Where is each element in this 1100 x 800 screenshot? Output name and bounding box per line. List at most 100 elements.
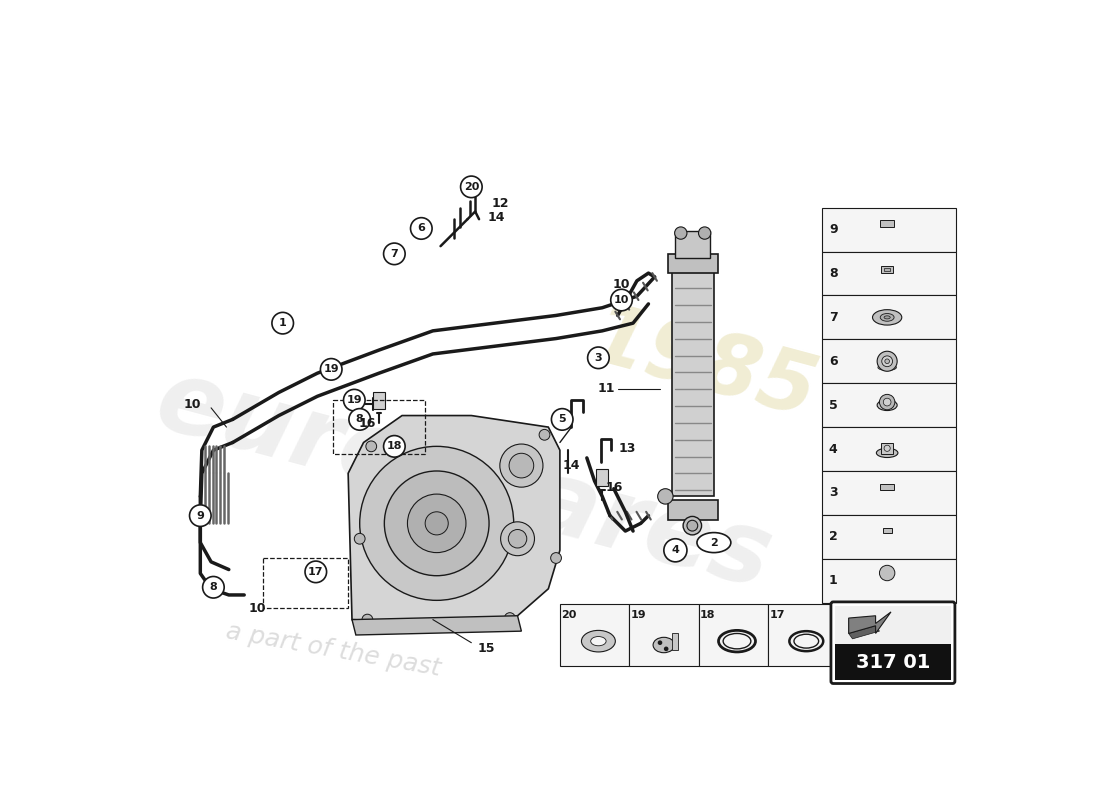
Circle shape (461, 176, 482, 198)
Text: 1985: 1985 (580, 296, 825, 434)
Text: 5: 5 (829, 398, 837, 412)
Circle shape (551, 553, 561, 563)
Bar (668, 254, 717, 273)
Text: 8: 8 (829, 267, 837, 280)
Text: 16: 16 (359, 417, 376, 430)
Circle shape (658, 640, 662, 645)
Ellipse shape (877, 448, 898, 458)
Ellipse shape (872, 310, 902, 325)
Text: 19: 19 (323, 364, 339, 374)
Circle shape (877, 351, 898, 371)
Circle shape (202, 577, 224, 598)
Text: 10: 10 (184, 398, 201, 410)
FancyBboxPatch shape (830, 602, 955, 683)
Ellipse shape (880, 314, 894, 322)
Bar (373, 393, 385, 410)
Circle shape (320, 358, 342, 380)
Circle shape (189, 505, 211, 526)
Text: 1: 1 (278, 318, 287, 328)
Text: 5: 5 (559, 414, 566, 424)
Bar (822, 208, 957, 251)
Circle shape (366, 441, 376, 452)
Text: 6: 6 (829, 354, 837, 368)
Circle shape (884, 359, 890, 363)
Text: 3: 3 (595, 353, 602, 363)
Circle shape (880, 394, 895, 410)
Circle shape (407, 494, 466, 553)
Circle shape (384, 471, 490, 576)
Polygon shape (849, 612, 891, 634)
Circle shape (587, 347, 609, 369)
Circle shape (384, 243, 405, 265)
Bar (822, 471, 957, 515)
Circle shape (305, 561, 327, 582)
Circle shape (664, 646, 669, 651)
Circle shape (272, 312, 294, 334)
Bar (264, 558, 348, 608)
Text: 12: 12 (492, 198, 509, 210)
Text: 15: 15 (478, 642, 495, 655)
Text: 20: 20 (464, 182, 478, 192)
Bar (822, 515, 957, 558)
Bar (698, 604, 768, 666)
Circle shape (500, 522, 535, 556)
Ellipse shape (582, 630, 615, 652)
Text: 10: 10 (249, 602, 266, 614)
Bar (560, 604, 629, 666)
Text: 3: 3 (829, 486, 837, 499)
Text: 7: 7 (390, 249, 398, 259)
Circle shape (362, 614, 373, 625)
Text: 8: 8 (209, 582, 218, 592)
Circle shape (354, 534, 365, 544)
Circle shape (539, 430, 550, 440)
Circle shape (683, 517, 702, 535)
Circle shape (610, 290, 632, 311)
Bar (332, 400, 425, 454)
Bar (822, 295, 957, 339)
Circle shape (884, 445, 890, 451)
Bar (596, 470, 608, 486)
Bar (671, 634, 678, 650)
Text: 1: 1 (829, 574, 837, 587)
Text: a part of the past: a part of the past (223, 620, 442, 681)
Ellipse shape (653, 638, 674, 653)
Text: 14: 14 (563, 459, 580, 472)
Circle shape (508, 530, 527, 548)
Circle shape (698, 227, 711, 239)
Circle shape (410, 218, 432, 239)
Text: 317 01: 317 01 (856, 654, 931, 672)
Ellipse shape (878, 364, 896, 370)
Text: eurospares: eurospares (145, 352, 782, 610)
Polygon shape (352, 616, 521, 635)
Text: 18: 18 (386, 442, 403, 451)
Circle shape (499, 444, 543, 487)
Circle shape (880, 566, 895, 581)
Text: 2: 2 (710, 538, 718, 547)
Text: 17: 17 (308, 567, 323, 577)
Circle shape (425, 512, 449, 535)
Ellipse shape (591, 637, 606, 646)
Bar (881, 443, 893, 454)
Bar (629, 604, 698, 666)
Circle shape (664, 538, 686, 562)
Bar (884, 268, 890, 271)
Circle shape (349, 409, 371, 430)
Circle shape (505, 613, 515, 623)
Text: 11: 11 (597, 382, 615, 395)
Circle shape (509, 454, 534, 478)
Ellipse shape (697, 533, 730, 553)
Circle shape (658, 489, 673, 504)
Bar (671, 266, 714, 496)
Circle shape (686, 520, 697, 531)
Text: 6: 6 (417, 223, 426, 234)
Text: 9: 9 (829, 223, 837, 236)
Text: 13: 13 (618, 442, 636, 455)
Circle shape (343, 390, 365, 411)
Bar (822, 251, 957, 295)
Bar (835, 606, 952, 644)
Bar (822, 383, 957, 427)
Polygon shape (348, 415, 560, 623)
Bar (675, 230, 711, 258)
Bar (822, 339, 957, 383)
Polygon shape (849, 626, 880, 639)
